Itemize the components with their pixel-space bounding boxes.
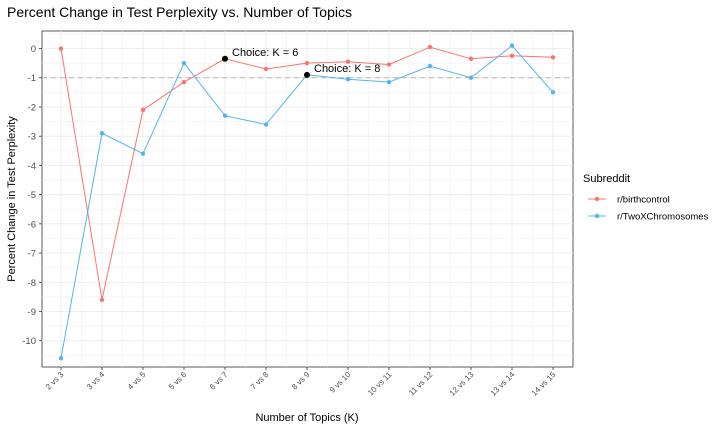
y-axis-title: Percent Change in Test Perplexity bbox=[6, 116, 18, 282]
annotation-label: Choice: K = 8 bbox=[314, 63, 380, 75]
legend-key-point bbox=[594, 196, 600, 202]
data-point-r-birthcontrol bbox=[181, 79, 187, 85]
legend-title: Subreddit bbox=[583, 173, 630, 185]
data-point-r-twoxchromosomes bbox=[222, 113, 228, 118]
chart-title: Percent Change in Test Perplexity vs. Nu… bbox=[7, 4, 352, 20]
data-point-r-birthcontrol bbox=[509, 53, 515, 59]
y-tick-label: -8 bbox=[28, 278, 36, 289]
x-tick-label: 4 vs 5 bbox=[126, 370, 148, 392]
x-axis-title: Number of Topics (K) bbox=[255, 412, 358, 424]
data-point-r-twoxchromosomes bbox=[468, 75, 474, 80]
y-tick-label: -6 bbox=[28, 219, 36, 230]
annotation-point bbox=[304, 71, 310, 78]
x-tick-label: 2 vs 3 bbox=[44, 370, 66, 392]
x-tick-label: 8 vs 9 bbox=[290, 370, 312, 392]
y-tick-label: -3 bbox=[28, 132, 36, 143]
data-point-r-birthcontrol bbox=[427, 44, 433, 50]
x-tick-label: 6 vs 7 bbox=[208, 370, 230, 392]
x-tick-label: 9 vs 10 bbox=[328, 370, 353, 395]
grid-lines bbox=[42, 31, 573, 367]
data-point-r-birthcontrol bbox=[263, 66, 269, 72]
data-point-r-twoxchromosomes bbox=[140, 151, 146, 156]
legend: r/birthcontrol r/TwoXChromosomes bbox=[588, 195, 709, 223]
y-tick-label: -1 bbox=[28, 73, 36, 84]
plot-panel bbox=[41, 30, 574, 368]
y-tick-label: -4 bbox=[28, 161, 36, 172]
data-point-r-twoxchromosomes bbox=[550, 90, 556, 95]
y-tick-label: -2 bbox=[28, 102, 36, 113]
x-tick-label: 5 vs 6 bbox=[167, 370, 189, 392]
data-point-r-birthcontrol bbox=[468, 56, 474, 61]
x-tick-label: 10 vs 11 bbox=[366, 370, 394, 398]
data-point-r-twoxchromosomes bbox=[345, 77, 351, 82]
legend-label: r/birthcontrol bbox=[617, 195, 670, 206]
data-point-r-twoxchromosomes bbox=[181, 60, 187, 66]
y-axis-ticks: 0 -1 -2 -3 -4 -5 -6 -7 -8 -9 -10 bbox=[22, 44, 42, 347]
y-tick-label: -9 bbox=[28, 307, 36, 318]
data-point-r-birthcontrol bbox=[58, 46, 64, 51]
legend-key-point bbox=[594, 213, 600, 219]
x-tick-label: 13 vs 14 bbox=[489, 370, 517, 398]
legend-label: r/TwoXChromosomes bbox=[617, 212, 709, 223]
y-tick-label: -5 bbox=[28, 190, 36, 201]
data-point-r-birthcontrol bbox=[140, 107, 146, 113]
y-tick-label: -7 bbox=[28, 249, 36, 260]
x-axis-ticks: 2 vs 3 3 vs 4 4 vs 5 5 vs 6 6 vs 7 7 vs 8 8 vs… bbox=[44, 367, 558, 398]
annotation-point bbox=[222, 55, 228, 62]
data-point-r-twoxchromosomes bbox=[386, 79, 392, 85]
y-tick-label: -10 bbox=[22, 336, 36, 347]
annotation-label: Choice: K = 6 bbox=[232, 47, 298, 59]
x-tick-label: 7 vs 8 bbox=[249, 370, 271, 392]
x-tick-label: 12 vs 13 bbox=[448, 370, 476, 398]
data-point-r-birthcontrol bbox=[99, 297, 105, 302]
data-point-r-birthcontrol bbox=[386, 62, 392, 67]
data-point-r-birthcontrol bbox=[550, 55, 556, 60]
y-tick-label: 0 bbox=[31, 44, 36, 55]
data-point-r-birthcontrol bbox=[304, 60, 310, 66]
data-point-r-birthcontrol bbox=[345, 59, 351, 64]
x-tick-label: 11 vs 12 bbox=[407, 370, 435, 398]
data-point-r-twoxchromosomes bbox=[58, 356, 64, 361]
data-point-r-twoxchromosomes bbox=[509, 43, 515, 48]
data-point-r-twoxchromosomes bbox=[263, 122, 269, 127]
data-point-r-twoxchromosomes bbox=[427, 63, 433, 69]
data-point-r-twoxchromosomes bbox=[99, 131, 105, 136]
x-tick-label: 14 vs 15 bbox=[530, 370, 558, 398]
x-tick-label: 3 vs 4 bbox=[85, 370, 107, 392]
annotation-group: Choice: K = 6 Choice: K = 8 bbox=[222, 47, 380, 78]
